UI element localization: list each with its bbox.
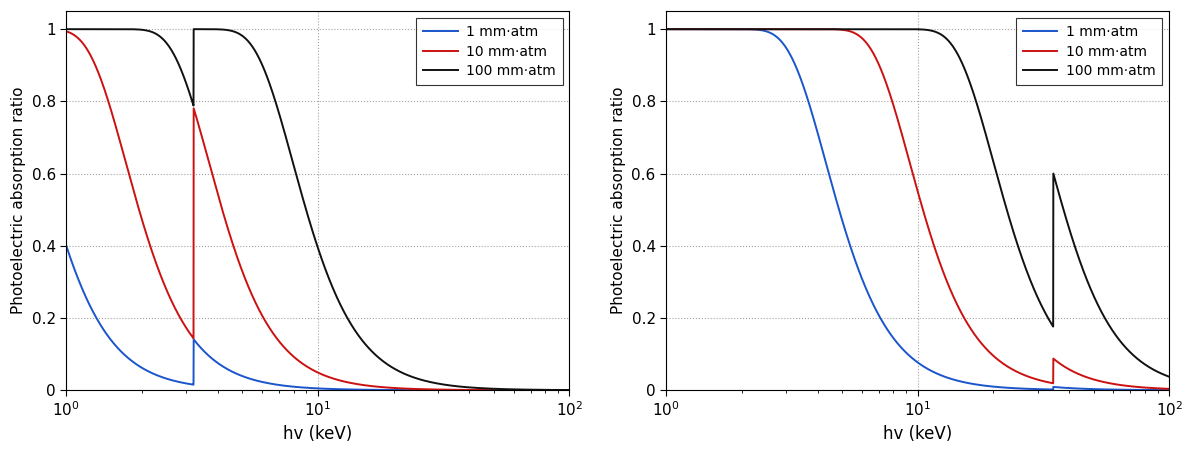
100 mm·atm	[553, 387, 567, 393]
10 mm·atm	[1152, 386, 1167, 391]
1 mm·atm	[147, 371, 161, 376]
10 mm·atm	[553, 387, 567, 393]
1 mm·atm	[851, 268, 866, 274]
Line: 1 mm·atm: 1 mm·atm	[666, 29, 1169, 390]
10 mm·atm	[252, 307, 266, 313]
100 mm·atm	[60, 26, 74, 32]
100 mm·atm	[851, 26, 866, 32]
100 mm·atm	[874, 26, 888, 32]
1 mm·atm	[553, 388, 567, 393]
100 mm·atm	[716, 26, 731, 32]
1 mm·atm	[562, 388, 577, 393]
Y-axis label: Photoelectric absorption ratio: Photoelectric absorption ratio	[11, 87, 26, 315]
10 mm·atm	[1098, 380, 1113, 385]
100 mm·atm	[252, 56, 266, 61]
1 mm·atm	[659, 26, 673, 32]
Line: 10 mm·atm: 10 mm·atm	[67, 31, 570, 390]
10 mm·atm	[746, 26, 761, 32]
100 mm·atm	[117, 26, 131, 32]
100 mm·atm	[1152, 370, 1167, 375]
1 mm·atm	[273, 383, 288, 388]
Y-axis label: Photoelectric absorption ratio: Photoelectric absorption ratio	[611, 87, 626, 315]
100 mm·atm	[498, 386, 512, 392]
10 mm·atm	[147, 253, 161, 259]
1 mm·atm	[1098, 387, 1113, 392]
Line: 100 mm·atm: 100 mm·atm	[67, 29, 570, 390]
10 mm·atm	[273, 341, 288, 346]
100 mm·atm	[147, 30, 161, 35]
1 mm·atm	[716, 26, 731, 32]
1 mm·atm	[874, 316, 888, 322]
10 mm·atm	[117, 152, 131, 158]
Line: 1 mm·atm: 1 mm·atm	[67, 246, 570, 390]
10 mm·atm	[874, 66, 888, 72]
100 mm·atm	[1098, 316, 1113, 321]
10 mm·atm	[851, 33, 866, 39]
100 mm·atm	[562, 387, 577, 393]
100 mm·atm	[273, 118, 288, 123]
10 mm·atm	[60, 29, 74, 34]
1 mm·atm	[117, 351, 131, 357]
100 mm·atm	[659, 26, 673, 32]
100 mm·atm	[746, 26, 761, 32]
X-axis label: hv (keV): hv (keV)	[283, 425, 352, 443]
10 mm·atm	[659, 26, 673, 32]
1 mm·atm	[746, 27, 761, 32]
X-axis label: hv (keV): hv (keV)	[884, 425, 953, 443]
10 mm·atm	[716, 26, 731, 32]
1 mm·atm	[498, 387, 512, 393]
Line: 10 mm·atm: 10 mm·atm	[666, 29, 1169, 389]
Line: 100 mm·atm: 100 mm·atm	[666, 29, 1169, 377]
100 mm·atm	[1162, 374, 1176, 380]
10 mm·atm	[498, 387, 512, 393]
10 mm·atm	[562, 387, 577, 393]
1 mm·atm	[1152, 387, 1167, 393]
Legend: 1 mm·atm, 10 mm·atm, 100 mm·atm: 1 mm·atm, 10 mm·atm, 100 mm·atm	[416, 18, 562, 85]
10 mm·atm	[1162, 386, 1176, 391]
1 mm·atm	[1162, 387, 1176, 393]
1 mm·atm	[60, 243, 74, 249]
1 mm·atm	[252, 379, 266, 384]
Legend: 1 mm·atm, 10 mm·atm, 100 mm·atm: 1 mm·atm, 10 mm·atm, 100 mm·atm	[1016, 18, 1162, 85]
